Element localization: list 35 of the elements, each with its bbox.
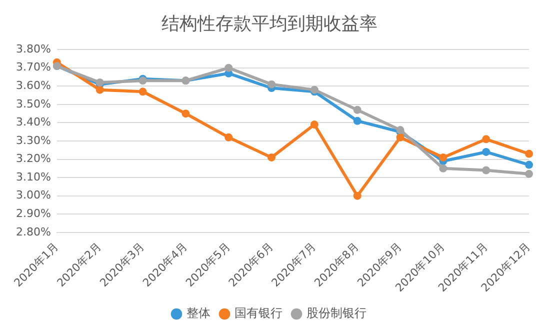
- y-tick-label: 3.80%: [16, 42, 51, 56]
- point: [439, 153, 448, 162]
- y-tick-label: 3.00%: [16, 188, 51, 202]
- point: [525, 160, 533, 169]
- point: [182, 110, 190, 118]
- y-tick-label: 3.30%: [16, 134, 51, 147]
- y-tick-label: 3.50%: [16, 97, 51, 110]
- point: [482, 166, 490, 174]
- legend-label: 股份制银行: [306, 306, 366, 320]
- y-tick-label: 3.20%: [16, 152, 51, 166]
- y-tick-label: 3.60%: [16, 79, 51, 92]
- point: [353, 116, 362, 125]
- point: [224, 64, 233, 72]
- legend-label: 整体: [186, 306, 210, 320]
- point: [268, 153, 276, 162]
- point: [310, 120, 318, 129]
- point: [482, 148, 490, 156]
- point: [138, 88, 147, 96]
- point: [439, 164, 448, 172]
- y-tick-label: 3.40%: [16, 116, 51, 129]
- chart-title: 结构性存款平均到期收益率: [162, 13, 378, 34]
- y-tick-label: 3.10%: [16, 170, 51, 184]
- point: [396, 133, 404, 142]
- legend-label: 国有银行: [234, 306, 282, 320]
- y-tick-label: 2.90%: [16, 206, 51, 220]
- point: [482, 135, 490, 144]
- point: [268, 80, 276, 88]
- y-tick-label: 3.70%: [16, 60, 51, 74]
- point: [525, 150, 533, 158]
- point: [353, 106, 362, 114]
- point: [525, 170, 533, 178]
- point: [224, 133, 233, 142]
- point: [96, 86, 104, 94]
- y-tick-label: 2.80%: [16, 225, 51, 238]
- point: [353, 192, 362, 200]
